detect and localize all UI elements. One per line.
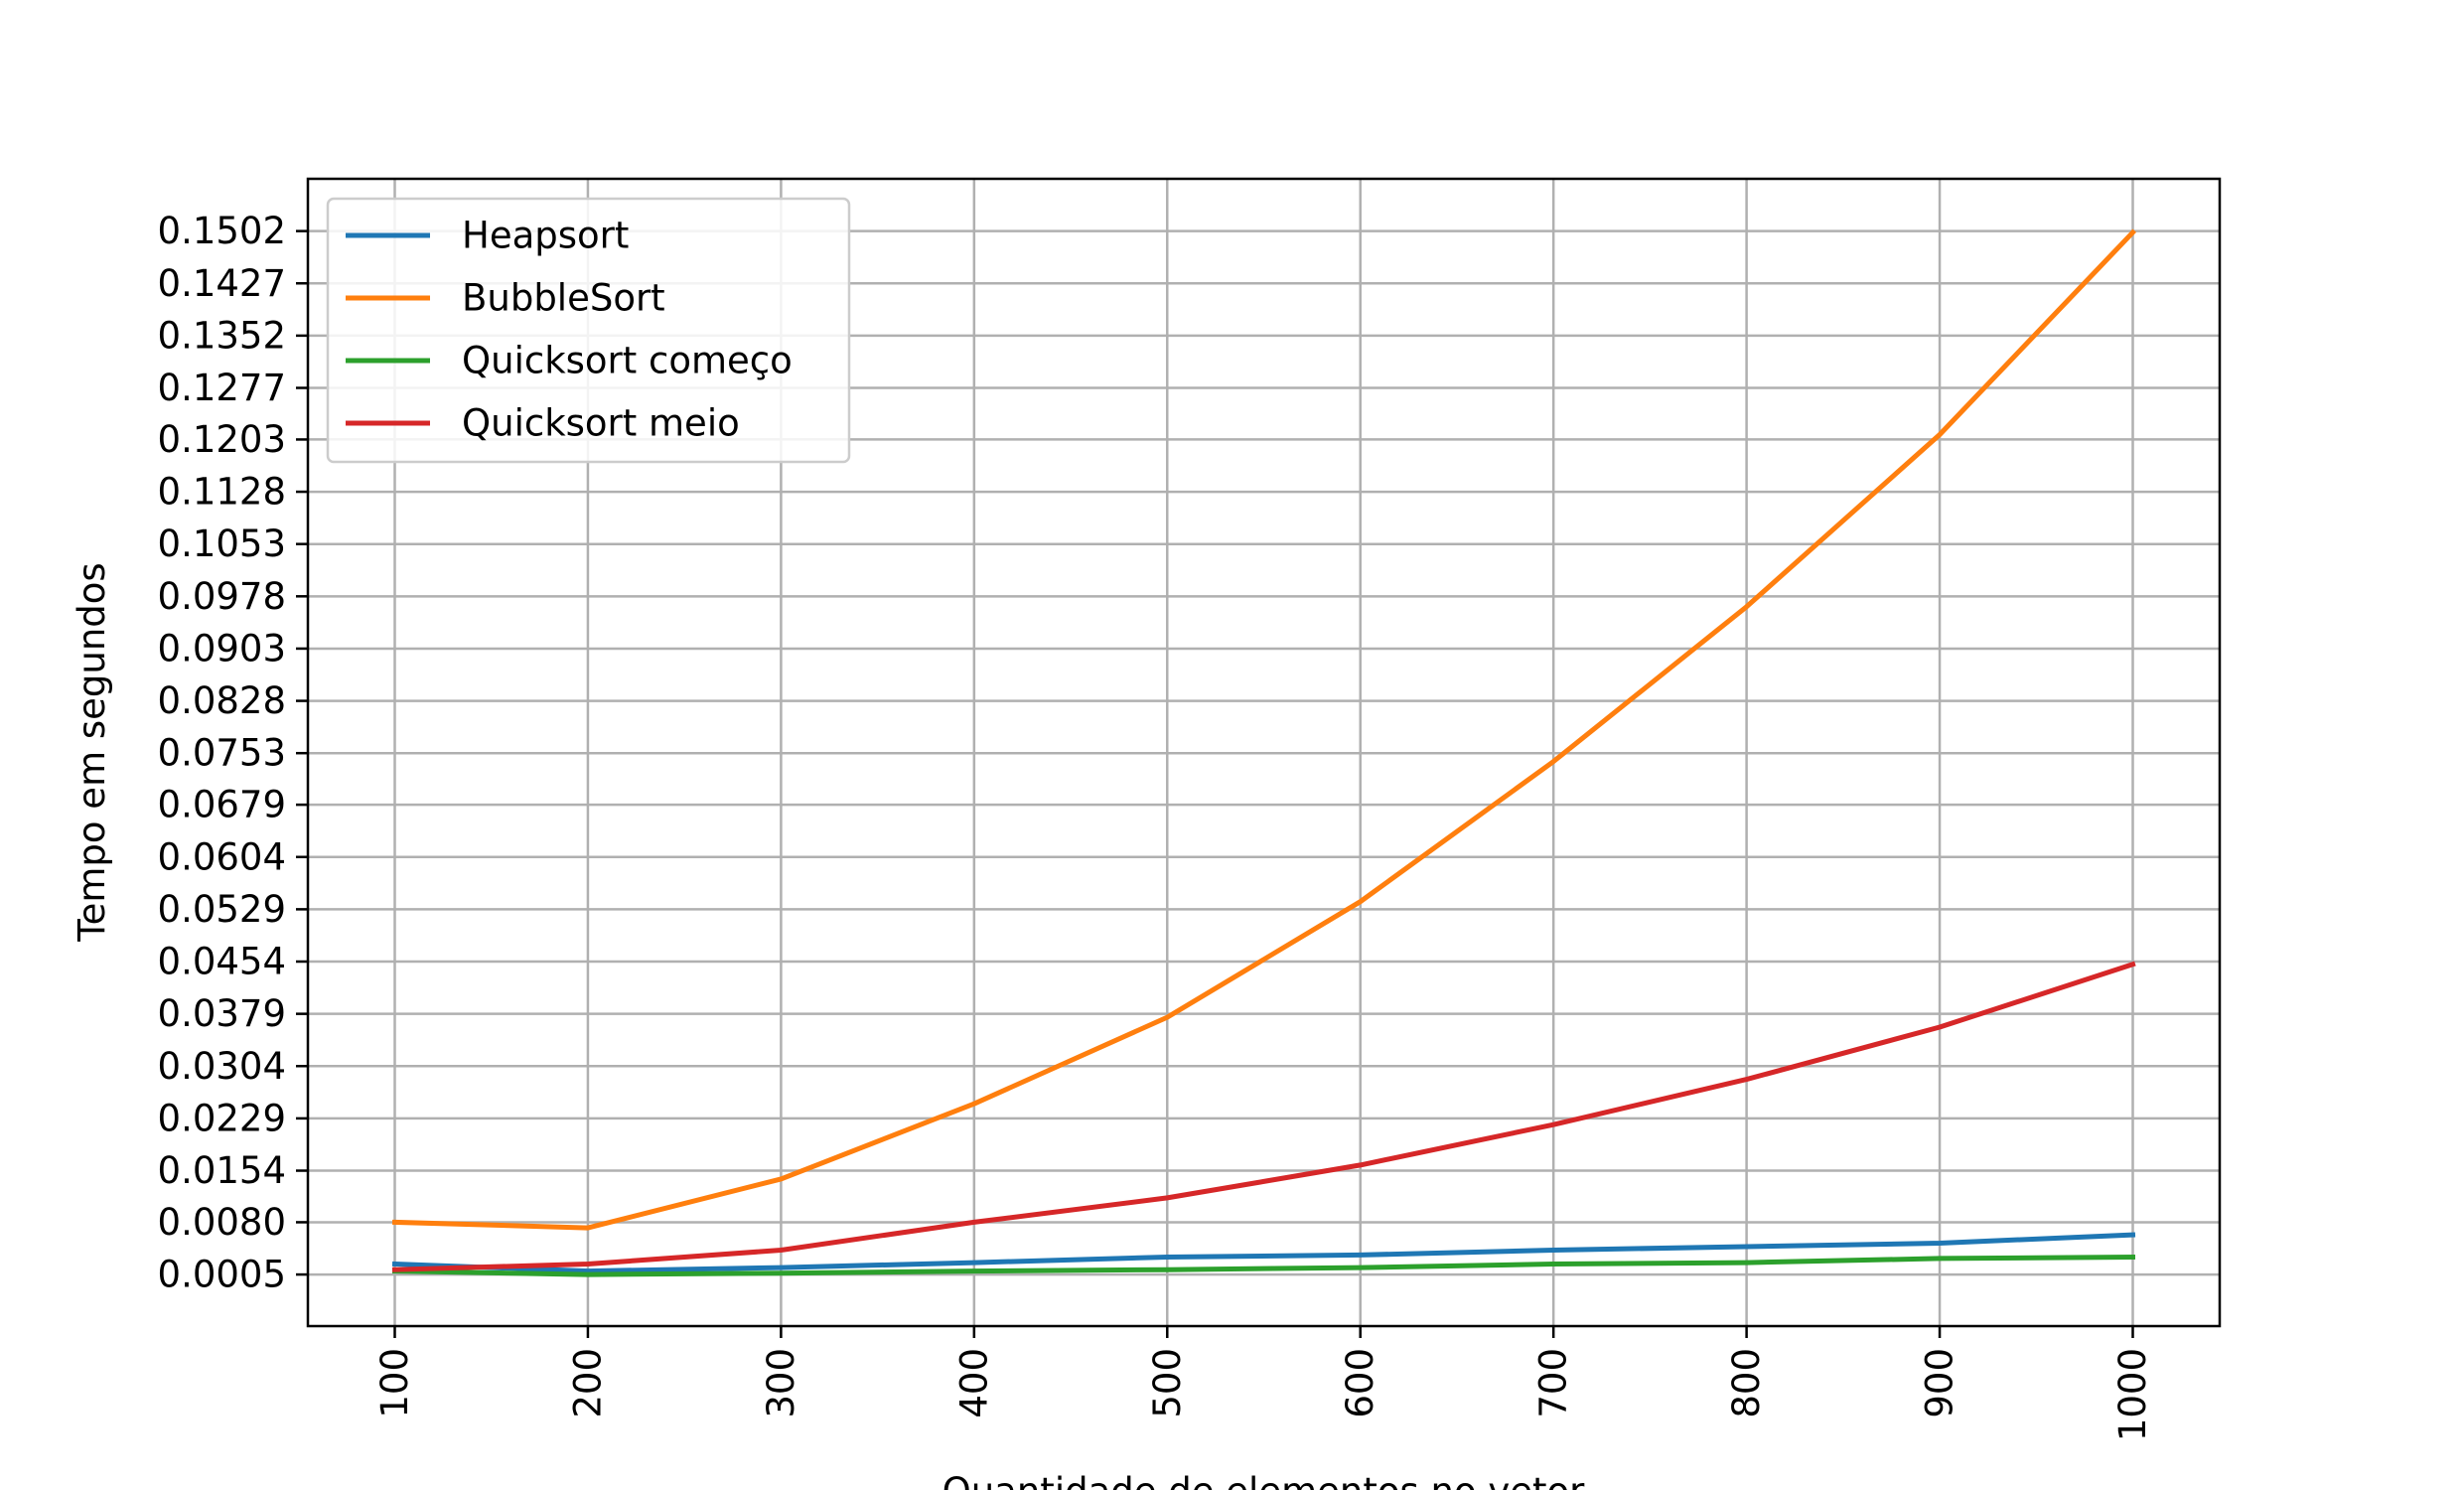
y-tick-label: 0.0154 [158,1149,286,1192]
x-tick-label: 700 [1532,1348,1575,1418]
y-tick-label: 0.1203 [158,418,286,461]
legend-label: Quicksort meio [462,402,740,445]
y-axis: 0.0005 0.0080 0.0154 0.0229 0.0304 0.0379 0.04… [158,210,308,1296]
series-line-2 [391,1254,2136,1277]
legend: Heapsort BubbleSort Quicksort começo Quicks… [326,197,851,464]
legend-box [326,197,851,464]
x-axis: 100 200 300 400 500 600 700 800 900 1000 [373,1326,2154,1441]
series-line-0 [391,1232,2136,1274]
x-tick-label: 100 [373,1348,416,1418]
x-tick-label: 800 [1725,1348,1768,1418]
x-tick-label: 900 [1919,1348,1961,1418]
y-tick-label: 0.1277 [158,367,286,409]
x-tick-label: 500 [1146,1348,1189,1418]
series-line-1 [391,228,2137,1231]
y-tick-label: 0.0753 [158,732,286,775]
legend-label: Quicksort começo [462,340,793,382]
y-tick-label: 0.0604 [158,835,286,878]
y-tick-label: 0.1427 [158,262,286,305]
legend-label: BubbleSort [462,277,665,320]
legend-label: Heapsort [462,215,629,257]
x-tick-label: 1000 [2111,1348,2154,1441]
y-tick-label: 0.1502 [158,210,286,252]
y-tick-label: 0.0679 [158,784,286,826]
x-tick-label: 600 [1339,1348,1381,1418]
y-tick-label: 0.0529 [158,888,286,931]
y-tick-label: 0.0828 [158,679,286,722]
y-tick-label: 0.1053 [158,522,286,565]
x-tick-label: 400 [952,1348,995,1418]
y-tick-label: 0.1352 [158,314,286,357]
x-axis-label: Quantidade de elementos no vetor [942,1470,1586,1490]
y-tick-label: 0.0903 [158,627,286,670]
y-tick-label: 0.1128 [158,471,286,514]
y-tick-label: 0.0454 [158,941,286,983]
x-tick-label: 200 [566,1348,609,1418]
y-tick-label: 0.0304 [158,1045,286,1088]
y-axis-label: Tempo em segundos [71,562,113,942]
y-tick-label: 0.0978 [158,575,286,618]
y-tick-label: 0.0080 [158,1201,286,1244]
y-tick-label: 0.0229 [158,1097,286,1139]
series-line-3 [391,961,2136,1272]
grid [308,179,2220,1326]
series-lines [391,228,2137,1277]
y-tick-label: 0.0379 [158,992,286,1035]
y-tick-label: 0.0005 [158,1254,286,1296]
x-tick-label: 300 [760,1348,802,1418]
